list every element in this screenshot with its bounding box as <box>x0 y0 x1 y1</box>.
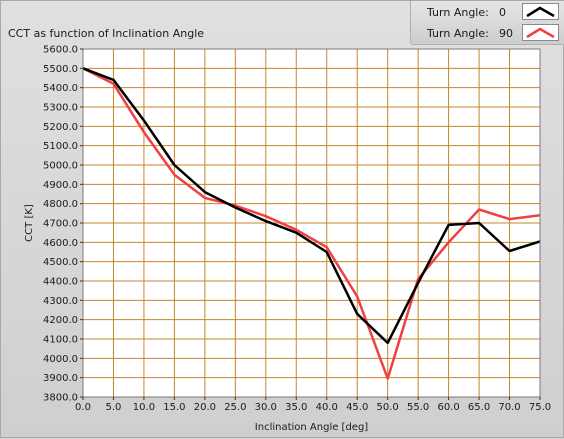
y-tick-label: 4100.0 <box>43 335 78 346</box>
y-tick-label: 4900.0 <box>43 180 78 191</box>
x-axis-title: Inclination Angle [deg] <box>255 422 369 433</box>
x-tick-label: 35.0 <box>285 402 307 413</box>
y-tick-label: 4700.0 <box>43 219 78 230</box>
x-tick-label: 55.0 <box>407 402 429 413</box>
y-tick-label: 5500.0 <box>43 64 78 75</box>
x-tick-label: 5.0 <box>106 402 122 413</box>
y-tick-label: 4800.0 <box>43 199 78 210</box>
y-tick-label: 4000.0 <box>43 354 78 365</box>
y-tick-label: 5400.0 <box>43 83 78 94</box>
y-tick-label: 3900.0 <box>43 373 78 384</box>
x-tick-label: 50.0 <box>377 402 399 413</box>
x-axis: 0.0 5.0 10.0 15.0 20.0 25.0 30.0 35.0 40.0 45.0 50… <box>75 397 551 413</box>
x-tick-label: 60.0 <box>437 402 459 413</box>
x-tick-label: 25.0 <box>224 402 246 413</box>
x-tick-label: 45.0 <box>346 402 368 413</box>
x-tick-label: 70.0 <box>498 402 520 413</box>
y-tick-label: 4500.0 <box>43 257 78 268</box>
y-tick-label: 5100.0 <box>43 141 78 152</box>
y-tick-label: 5300.0 <box>43 103 78 114</box>
y-tick-label: 4300.0 <box>43 296 78 307</box>
x-tick-label: 15.0 <box>163 402 185 413</box>
x-tick-label: 30.0 <box>255 402 277 413</box>
y-tick-label: 4200.0 <box>43 315 78 326</box>
y-axis-title: CCT [K] <box>24 204 35 242</box>
x-tick-label: 20.0 <box>194 402 216 413</box>
y-tick-label: 5600.0 <box>43 45 78 56</box>
x-tick-label: 75.0 <box>529 402 551 413</box>
y-axis: 3800.0 3900.0 4000.0 4100.0 4200.0 4300.0 4400… <box>43 45 83 404</box>
x-tick-label: 40.0 <box>316 402 338 413</box>
x-tick-label: 10.0 <box>133 402 155 413</box>
y-tick-label: 3800.0 <box>43 393 78 404</box>
x-tick-label: 65.0 <box>468 402 490 413</box>
y-tick-label: 4600.0 <box>43 238 78 249</box>
y-tick-label: 5200.0 <box>43 122 78 133</box>
y-tick-label: 5000.0 <box>43 161 78 172</box>
x-tick-label: 0.0 <box>75 402 91 413</box>
y-tick-label: 4400.0 <box>43 277 78 288</box>
